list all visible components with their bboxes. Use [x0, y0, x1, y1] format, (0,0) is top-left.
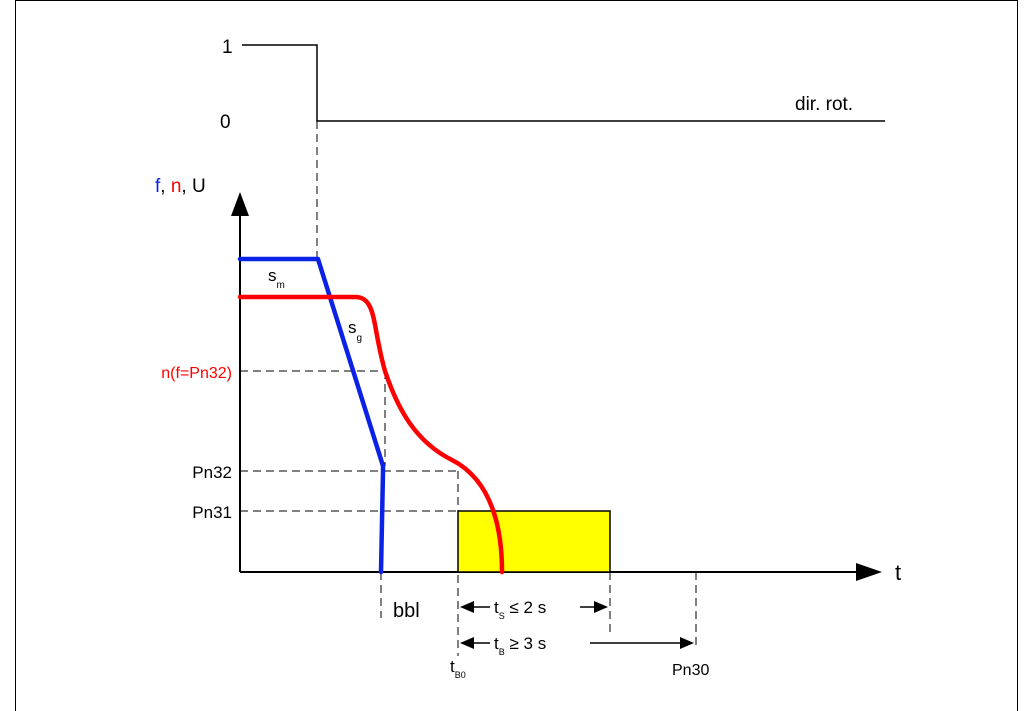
t-s-label-sub: S: [499, 611, 505, 621]
label-s-g-base: s: [348, 318, 357, 337]
curve-labels: sm sg: [268, 266, 362, 344]
t-s-label: tS ≤ 2 s: [494, 598, 546, 621]
y-axis-label-n: n: [171, 176, 182, 197]
x-axis-label: t: [895, 560, 901, 585]
t-s-label-base: t: [494, 598, 499, 617]
marker-bbl: bbl: [393, 600, 420, 622]
interval-t-b: tB ≥ 3 s: [460, 634, 694, 657]
label-s-m-sub: m: [277, 280, 285, 291]
label-s-m-base: s: [268, 266, 277, 285]
level-label-pn31: Pn31: [192, 503, 232, 522]
braking-zone: [457, 510, 611, 573]
signal-name-label: dir. rot.: [795, 94, 853, 115]
frequency-curve: [237, 256, 386, 575]
signal-level-high: 1: [222, 37, 233, 58]
y-axis-label-u: U: [192, 176, 206, 197]
signal-level-low: 0: [220, 112, 231, 133]
t-b-label-sub: B: [499, 647, 505, 657]
marker-t-b0-base: t: [450, 657, 455, 676]
t-s-label-rest: ≤ 2 s: [505, 598, 546, 617]
y-axis-label-sep1: ,: [160, 176, 171, 197]
time-markers: bbl tB0 Pn30: [393, 600, 709, 680]
marker-pn30: Pn30: [672, 662, 709, 679]
y-axis-label-f: f: [155, 176, 161, 197]
t-b-arrowhead-right: [680, 637, 694, 649]
reference-lines: [240, 121, 697, 656]
marker-t-b0: tB0: [450, 657, 466, 680]
label-s-m: sm: [268, 266, 285, 291]
t-s-arrowhead-right: [594, 601, 608, 613]
t-b-label-rest: ≥ 3 s: [505, 634, 546, 653]
y-axis-arrowhead: [231, 192, 249, 216]
direction-signal-trace: [242, 44, 885, 122]
y-axis-label: f, n, U: [155, 176, 206, 197]
level-label-pn32: Pn32: [192, 463, 232, 482]
t-b-arrowhead-left: [460, 637, 474, 649]
level-label-n-f-pn32: n(f=Pn32): [161, 365, 232, 382]
t-s-arrowhead-left: [460, 601, 474, 613]
direction-signal: 1 0 dir. rot.: [220, 37, 885, 133]
y-axis-label-sep2: ,: [181, 176, 192, 197]
t-b-label: tB ≥ 3 s: [494, 634, 546, 657]
label-s-g: sg: [348, 318, 362, 344]
speed-curve: [237, 294, 505, 575]
marker-t-b0-sub: B0: [455, 670, 466, 680]
level-labels: n(f=Pn32) Pn32 Pn31: [161, 365, 232, 522]
diagram-frame: [15, 0, 1018, 711]
interval-t-s: tS ≤ 2 s: [460, 598, 608, 621]
x-axis-arrowhead: [856, 563, 882, 581]
t-b-label-base: t: [494, 634, 499, 653]
label-s-g-sub: g: [357, 333, 363, 344]
